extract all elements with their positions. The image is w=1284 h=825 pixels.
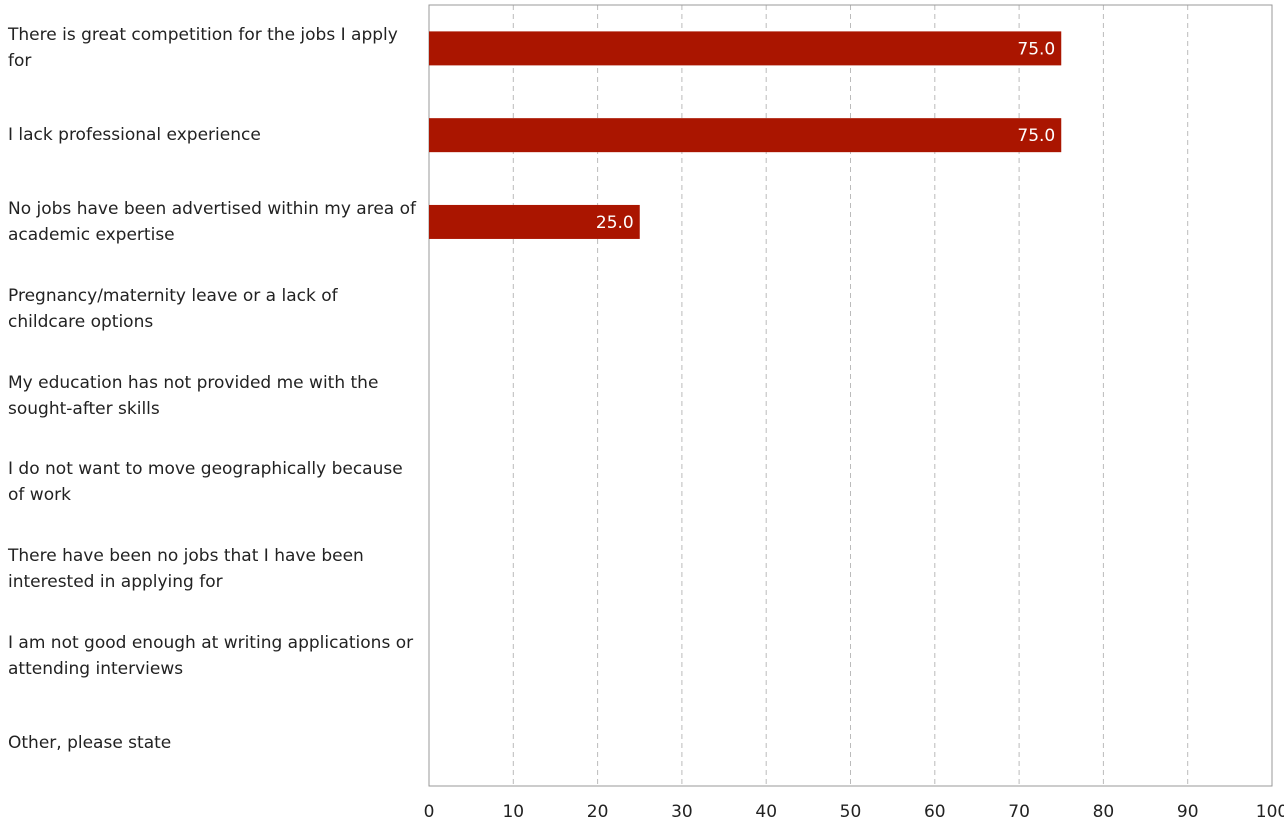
x-tick-label: 30 <box>671 802 693 822</box>
x-tick-label: 90 <box>1177 802 1199 822</box>
bar <box>429 118 1062 153</box>
bar <box>429 204 640 239</box>
x-tick-label: 50 <box>840 802 862 822</box>
value-label: 25.0 <box>596 213 634 233</box>
x-tick-label: 80 <box>1093 802 1115 822</box>
x-tick-label: 100 <box>1256 802 1284 822</box>
value-label: 75.0 <box>1017 39 1055 59</box>
y-tick-label: No jobs have been advertised within my a… <box>8 198 417 245</box>
x-tick-label: 20 <box>587 802 609 822</box>
y-tick-label: I am not good enough at writing applicat… <box>8 632 414 679</box>
x-tick-label: 0 <box>424 802 435 822</box>
bar <box>429 31 1062 66</box>
y-tick-label: Pregnancy/maternity leave or a lack of c… <box>8 285 338 332</box>
value-label: 75.0 <box>1017 126 1055 146</box>
y-tick-label: There is great competition for the jobs … <box>8 25 398 72</box>
y-tick-label: I lack professional experience <box>8 125 261 146</box>
x-tick-label: 60 <box>924 802 946 822</box>
y-tick-label: Other, please state <box>8 732 172 753</box>
x-tick-label: 10 <box>502 802 524 822</box>
y-tick-label: My education has not provided me with th… <box>8 372 379 419</box>
y-tick-label: There have been no jobs that I have been… <box>8 546 364 593</box>
x-tick-label: 70 <box>1008 802 1030 822</box>
x-tick-label: 40 <box>755 802 777 822</box>
plot-border <box>428 4 1273 787</box>
y-tick-label: I do not want to move geographically bec… <box>8 459 403 506</box>
